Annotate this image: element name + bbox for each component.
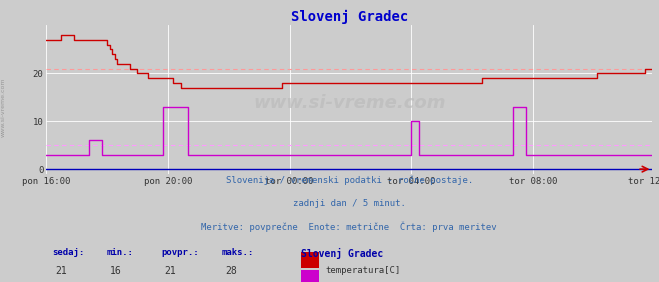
Text: Slovenija / vremenski podatki - ročne postaje.: Slovenija / vremenski podatki - ročne po…	[225, 176, 473, 186]
Bar	[301, 270, 319, 282]
Bar	[301, 252, 319, 268]
Text: sedaj:: sedaj:	[52, 248, 84, 257]
Text: maks.:: maks.:	[222, 248, 254, 257]
Text: 28: 28	[225, 266, 237, 276]
Text: temperatura[C]: temperatura[C]	[325, 266, 400, 275]
Text: zadnji dan / 5 minut.: zadnji dan / 5 minut.	[293, 199, 406, 208]
Title: Slovenj Gradec: Slovenj Gradec	[291, 10, 408, 24]
Text: Slovenj Gradec: Slovenj Gradec	[301, 248, 383, 259]
Text: povpr.:: povpr.:	[161, 248, 199, 257]
Text: 21: 21	[55, 266, 67, 276]
Text: 16: 16	[110, 266, 122, 276]
Text: min.:: min.:	[107, 248, 134, 257]
Text: 21: 21	[165, 266, 177, 276]
Text: www.si-vreme.com: www.si-vreme.com	[1, 78, 6, 137]
Text: www.si-vreme.com: www.si-vreme.com	[253, 94, 445, 112]
Text: Meritve: povprečne  Enote: metrične  Črta: prva meritev: Meritve: povprečne Enote: metrične Črta:…	[202, 221, 497, 232]
